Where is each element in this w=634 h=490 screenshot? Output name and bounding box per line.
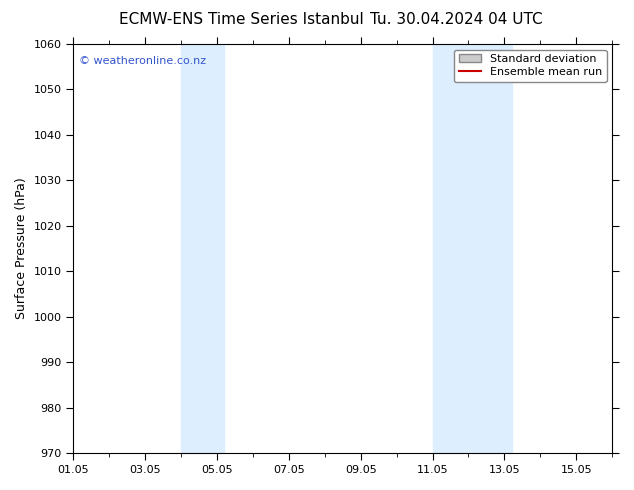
Text: © weatheronline.co.nz: © weatheronline.co.nz	[79, 56, 206, 66]
Legend: Standard deviation, Ensemble mean run: Standard deviation, Ensemble mean run	[454, 49, 607, 82]
Text: Tu. 30.04.2024 04 UTC: Tu. 30.04.2024 04 UTC	[370, 12, 543, 27]
Bar	[181, 44, 224, 453]
Text: ECMW-ENS Time Series Istanbul: ECMW-ENS Time Series Istanbul	[119, 12, 363, 27]
Y-axis label: Surface Pressure (hPa): Surface Pressure (hPa)	[15, 178, 28, 319]
Bar	[432, 44, 512, 453]
